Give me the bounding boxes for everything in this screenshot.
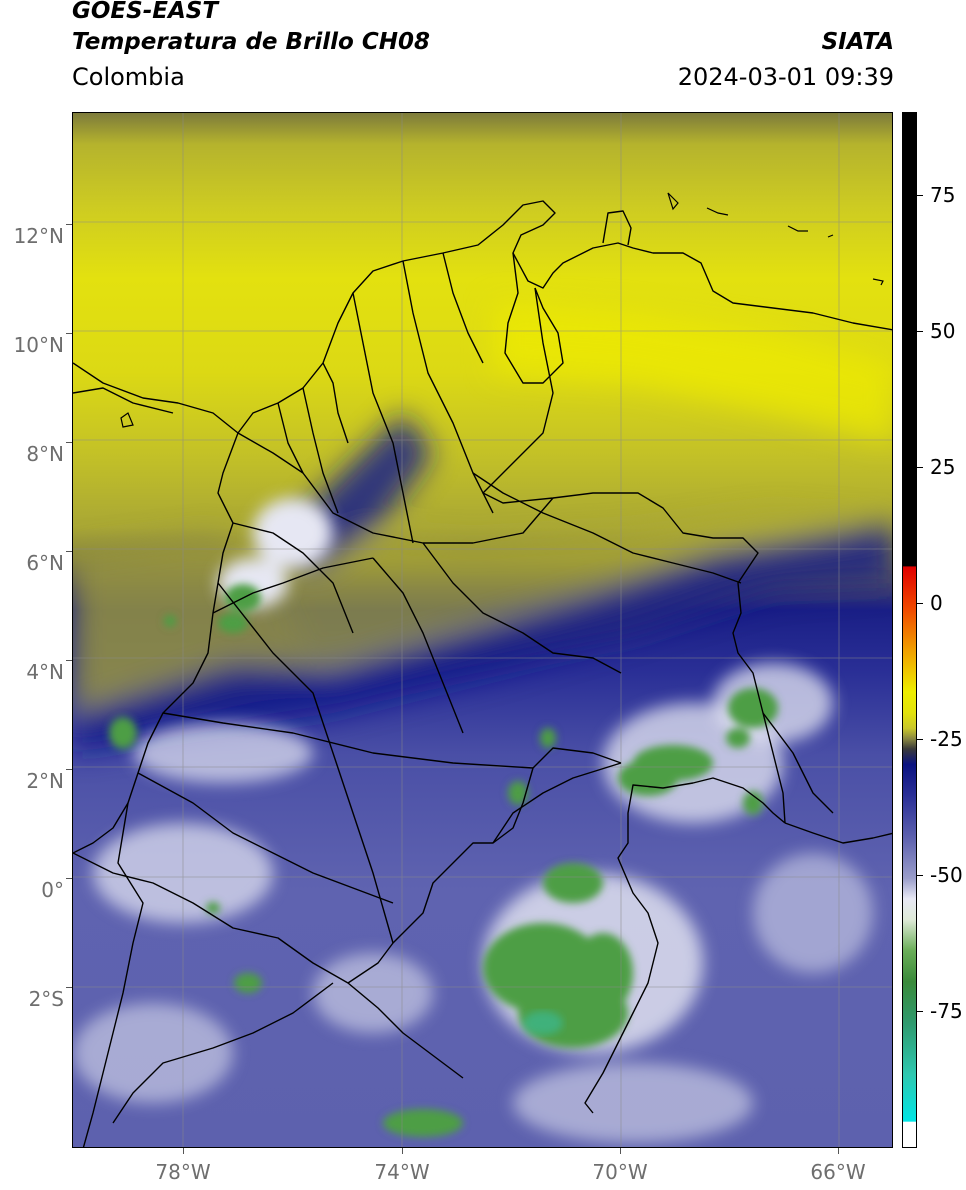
lon-tick-label: 66°W (810, 1160, 866, 1184)
colorbar-tick-label: -25 (930, 726, 963, 751)
product-title: Temperatura de Brillo CH08 (72, 29, 430, 55)
lat-tick-mark (66, 769, 72, 770)
lat-tick-mark (66, 333, 72, 334)
lat-tick-label: 6°N (26, 551, 64, 575)
map-panel[interactable] (72, 112, 893, 1148)
colorbar-tick-label: 50 (930, 318, 956, 343)
lat-tick-mark (66, 224, 72, 225)
lat-tick-mark (66, 660, 72, 661)
lon-tick-label: 74°W (374, 1160, 430, 1184)
region-label: Colombia (72, 63, 185, 91)
satellite-image (73, 113, 892, 1147)
country-borders (73, 200, 892, 1147)
colorbar-tick-mark (917, 1010, 923, 1012)
lon-tick-label: 70°W (592, 1160, 648, 1184)
colorbar-tick-label: 0 (930, 590, 943, 615)
lat-tick-mark (66, 878, 72, 879)
lon-tick-mark (838, 1148, 839, 1154)
colorbar-tick-mark (917, 194, 923, 196)
colorbar-tick-mark (917, 466, 923, 468)
lat-tick-label: 10°N (13, 333, 64, 357)
lat-tick-label: 2°N (26, 769, 64, 793)
gridlines (73, 113, 892, 1147)
colorbar-tick-label: 75 (930, 182, 956, 207)
colorbar-tick-label: 25 (930, 454, 956, 479)
colorbar-gradient (903, 113, 916, 1147)
lon-tick-mark (183, 1148, 184, 1154)
lat-tick-mark (66, 442, 72, 443)
colorbar-tick-mark (917, 602, 923, 604)
colorbar-tick-label: -50 (930, 862, 963, 887)
colorbar-tick-mark (917, 738, 923, 740)
colorbar-tick-mark (917, 874, 923, 876)
lat-tick-label: 8°N (26, 442, 64, 466)
agency-label: SIATA (821, 29, 894, 55)
title-block: GOES-EAST Temperatura de Brillo CH08 Col… (72, 0, 430, 92)
lat-tick-label: 12°N (13, 224, 64, 248)
lat-tick-label: 2°S (28, 987, 64, 1011)
datetime-label: 2024-03-01 09:39 (677, 63, 894, 91)
lon-tick-mark (620, 1148, 621, 1154)
lat-tick-mark (66, 987, 72, 988)
lon-tick-mark (402, 1148, 403, 1154)
lat-tick-label: 4°N (26, 660, 64, 684)
lat-tick-label: 0° (41, 878, 64, 902)
colorbar (902, 112, 917, 1148)
satellite-title: GOES-EAST (72, 0, 219, 24)
lat-tick-mark (66, 551, 72, 552)
lon-tick-label: 78°W (155, 1160, 211, 1184)
colorbar-tick-label: -75 (930, 998, 963, 1023)
colorbar-tick-mark (917, 330, 923, 332)
right-title-block: SIATA 2024-03-01 09:39 (678, 27, 894, 92)
